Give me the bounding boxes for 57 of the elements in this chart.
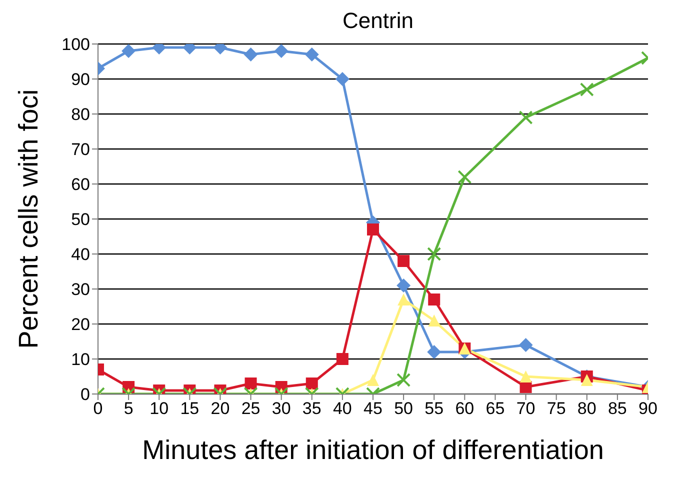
point — [520, 370, 532, 382]
point — [336, 353, 348, 365]
y-tick-label: 70 — [71, 140, 90, 160]
x-tick-label: 85 — [608, 399, 627, 418]
point — [396, 278, 411, 292]
x-tick-label: 40 — [332, 399, 352, 418]
x-tick-label: 10 — [150, 399, 169, 418]
point — [304, 48, 319, 62]
y-tick-label: 50 — [71, 210, 90, 230]
point — [518, 338, 533, 352]
point — [367, 224, 379, 236]
y-tick-label: 30 — [71, 280, 90, 300]
x-tick-label: 60 — [455, 399, 474, 418]
point — [427, 345, 442, 359]
y-tick-label: 10 — [71, 350, 90, 370]
x-tick-label: 65 — [486, 399, 505, 418]
point — [398, 255, 410, 267]
x-tick-label: 90 — [638, 399, 658, 418]
y-axis-title: Percent cells with foci — [14, 89, 44, 349]
x-axis-title: Minutes after initiation of differentiation — [142, 435, 604, 465]
point — [398, 294, 410, 306]
x-tick-label: 70 — [516, 399, 536, 418]
point — [428, 294, 440, 306]
y-tick-label: 60 — [71, 175, 90, 194]
point — [122, 44, 136, 58]
point — [244, 48, 258, 62]
point — [244, 378, 257, 390]
point — [427, 247, 442, 261]
y-tick-label: 90 — [71, 70, 90, 90]
point — [458, 170, 472, 184]
x-tick-label: 55 — [424, 399, 444, 418]
x-tick-label: 30 — [272, 399, 291, 418]
point — [335, 72, 350, 86]
x-tick-label: 75 — [546, 399, 566, 418]
x-tick-label: 20 — [210, 399, 230, 418]
point — [396, 373, 411, 387]
point — [306, 378, 318, 390]
x-tick-label: 15 — [180, 399, 200, 418]
x-tick-label: 50 — [394, 399, 414, 418]
x-tick-label: 80 — [577, 399, 596, 418]
point — [580, 82, 594, 96]
x-tick-label: 25 — [241, 399, 260, 418]
point — [274, 44, 288, 58]
x-tick-label: 0 — [93, 399, 103, 418]
y-tick-label: 80 — [71, 105, 90, 124]
point — [428, 314, 440, 326]
point — [580, 374, 593, 386]
x-tick-label: 45 — [364, 399, 382, 418]
y-tick-label: 100 — [62, 35, 90, 54]
y-tick-label: 40 — [71, 245, 90, 264]
chart-title: Centrin — [342, 8, 414, 34]
y-tick-label: 0 — [80, 385, 90, 404]
x-tick-label: 35 — [302, 399, 322, 418]
point — [367, 374, 379, 386]
y-tick-label: 20 — [71, 315, 90, 334]
point — [518, 110, 533, 124]
x-tick-label: 5 — [124, 399, 134, 418]
